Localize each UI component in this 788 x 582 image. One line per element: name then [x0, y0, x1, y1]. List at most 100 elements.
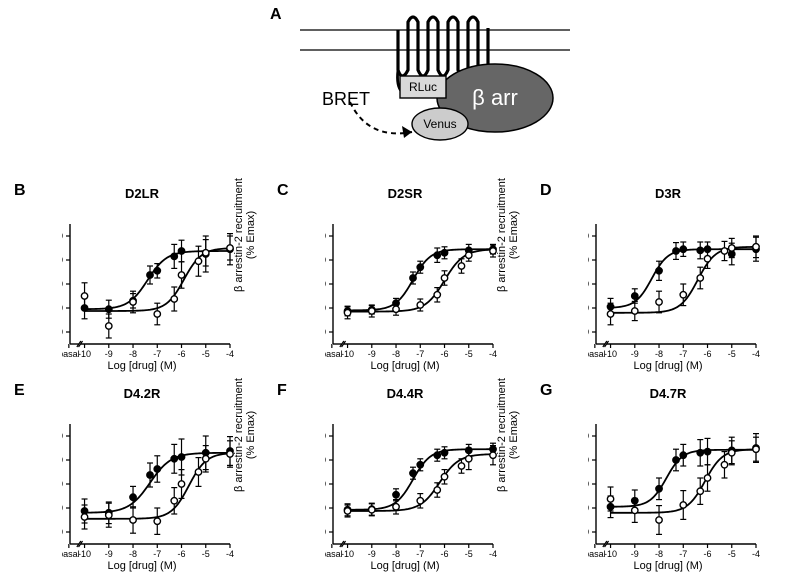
svg-text:-7: -7 — [416, 549, 424, 559]
chart-title: D3R — [578, 186, 758, 201]
svg-text:basal: basal — [62, 349, 80, 359]
chart-title: D4.7R — [578, 386, 758, 401]
svg-text:-8: -8 — [129, 349, 137, 359]
panel-label-E: E — [14, 382, 25, 400]
svg-text:-40: -40 — [325, 327, 326, 337]
chart-title: D4.4R — [315, 386, 495, 401]
panel-label-G: G — [540, 382, 552, 400]
chart-panel-G: GD4.7Rβ arrestin-2 recruitment(% Emax)Lo… — [548, 400, 758, 570]
svg-text:-6: -6 — [178, 549, 186, 559]
svg-text:-7: -7 — [153, 349, 161, 359]
svg-text:120: 120 — [588, 231, 589, 241]
chart-title: D4.2R — [52, 386, 232, 401]
svg-text:-8: -8 — [655, 349, 663, 359]
svg-text:80: 80 — [325, 455, 326, 465]
chart-title: D2SR — [315, 186, 495, 201]
svg-text:-8: -8 — [392, 349, 400, 359]
svg-text:-6: -6 — [704, 549, 712, 559]
svg-text:-5: -5 — [465, 549, 473, 559]
chart-panel-E: ED4.2Rβ arrestin-2 recruitment(% Emax)Lo… — [22, 400, 232, 570]
svg-text:basal: basal — [325, 349, 343, 359]
panel-label-D: D — [540, 182, 552, 200]
figure-root: A β arr RLuc Venus BRET BD2LRβ arrestin-… — [0, 0, 788, 582]
svg-text:-40: -40 — [62, 527, 63, 537]
svg-text:40: 40 — [588, 279, 589, 289]
svg-text:80: 80 — [62, 255, 63, 265]
svg-text:0: 0 — [325, 503, 326, 513]
y-axis-label: β arrestin-2 recruitment(% Emax) — [496, 175, 520, 295]
svg-text:-9: -9 — [105, 549, 113, 559]
svg-text:-8: -8 — [129, 549, 137, 559]
venus-text: Venus — [423, 117, 456, 131]
svg-text:-9: -9 — [631, 549, 639, 559]
svg-text:basal: basal — [62, 549, 80, 559]
svg-text:-5: -5 — [465, 349, 473, 359]
svg-text:-6: -6 — [441, 349, 449, 359]
svg-text:80: 80 — [588, 455, 589, 465]
svg-text:40: 40 — [325, 279, 326, 289]
chart-svg: -4004080120basal-10-9-8-7-6-5-4 — [588, 420, 768, 570]
svg-text:-6: -6 — [704, 349, 712, 359]
svg-text:0: 0 — [62, 503, 63, 513]
svg-text:-7: -7 — [679, 349, 687, 359]
svg-text:-4: -4 — [752, 549, 760, 559]
bret-diagram: β arr RLuc Venus BRET — [290, 10, 580, 160]
svg-text:-9: -9 — [631, 349, 639, 359]
svg-text:-4: -4 — [752, 349, 760, 359]
y-axis-label: β arrestin-2 recruitment(% Emax) — [496, 375, 520, 495]
svg-text:-8: -8 — [655, 549, 663, 559]
svg-text:40: 40 — [588, 479, 589, 489]
svg-text:basal: basal — [325, 549, 343, 559]
svg-text:-10: -10 — [341, 349, 354, 359]
barr-text: β arr — [472, 85, 518, 110]
svg-text:0: 0 — [588, 503, 589, 513]
rluc-text: RLuc — [409, 80, 437, 94]
chart-panel-B: BD2LRβ arrestin-2 recruitment(% Emax)Log… — [22, 200, 232, 370]
svg-text:-9: -9 — [368, 549, 376, 559]
svg-text:120: 120 — [588, 431, 589, 441]
svg-text:-40: -40 — [588, 327, 589, 337]
svg-text:-10: -10 — [78, 349, 91, 359]
svg-text:-7: -7 — [679, 549, 687, 559]
svg-text:40: 40 — [62, 479, 63, 489]
svg-text:-9: -9 — [105, 349, 113, 359]
chart-panel-D: DD3Rβ arrestin-2 recruitment(% Emax)Log … — [548, 200, 758, 370]
svg-text:0: 0 — [62, 303, 63, 313]
svg-text:-6: -6 — [441, 549, 449, 559]
svg-text:0: 0 — [588, 303, 589, 313]
svg-text:120: 120 — [62, 431, 63, 441]
y-axis-label: β arrestin-2 recruitment(% Emax) — [233, 175, 257, 295]
svg-text:120: 120 — [325, 431, 326, 441]
svg-text:120: 120 — [325, 231, 326, 241]
svg-text:-40: -40 — [588, 527, 589, 537]
y-axis-label: β arrestin-2 recruitment(% Emax) — [233, 375, 257, 495]
bret-text: BRET — [322, 89, 370, 109]
chart-svg: -40 0 40 80 120 basal-10 -9 -8 -7 -6 -5 -4 — [325, 420, 505, 570]
svg-text:-40: -40 — [325, 527, 326, 537]
svg-text:-4: -4 — [489, 549, 497, 559]
chart-svg: -4004080120basal-10-9-8-7-6-5-4 — [62, 420, 242, 570]
chart-svg: -4004080120basal-10-9-8-7-6-5-4 — [325, 220, 505, 370]
svg-text:basal: basal — [588, 349, 606, 359]
svg-text:-5: -5 — [202, 549, 210, 559]
svg-text:80: 80 — [588, 255, 589, 265]
svg-text:40: 40 — [62, 279, 63, 289]
svg-text:-10: -10 — [604, 549, 617, 559]
panel-label-B: B — [14, 182, 26, 200]
svg-text:0: 0 — [325, 303, 326, 313]
svg-text:-7: -7 — [153, 549, 161, 559]
chart-panel-F: FD4.4Rβ arrestin-2 recruitment(% Emax)Lo… — [285, 400, 495, 570]
svg-text:-5: -5 — [202, 349, 210, 359]
svg-text:-9: -9 — [368, 349, 376, 359]
svg-text:-10: -10 — [78, 549, 91, 559]
svg-text:-8: -8 — [392, 549, 400, 559]
panel-label-C: C — [277, 182, 289, 200]
chart-svg: -4004080120basal-10-9-8-7-6-5-4 — [588, 220, 768, 370]
svg-text:-10: -10 — [604, 349, 617, 359]
svg-text:40: 40 — [325, 479, 326, 489]
svg-text:-10: -10 — [341, 549, 354, 559]
chart-panel-C: CD2SRβ arrestin-2 recruitment(% Emax)Log… — [285, 200, 495, 370]
panel-label-F: F — [277, 382, 287, 400]
panel-label-A: A — [270, 6, 282, 24]
chart-title: D2LR — [52, 186, 232, 201]
